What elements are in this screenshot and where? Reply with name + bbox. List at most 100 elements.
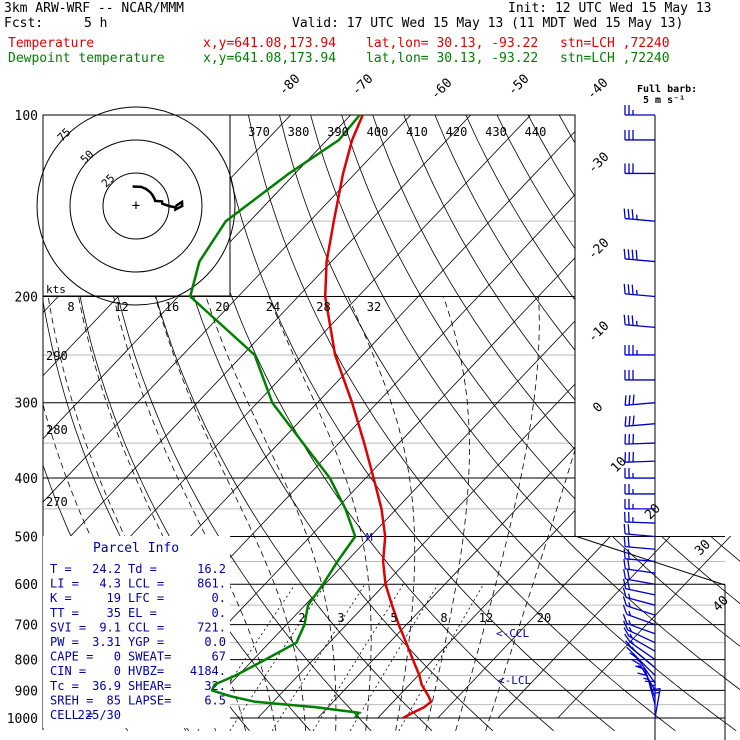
parcel-param-name: LI = [50,577,79,591]
wind-barb [625,640,656,669]
parcel-param-name: LAPSE= [128,693,171,707]
pressure-label-700: 700 [15,619,38,634]
wind-barb-staff [627,629,656,644]
parcel-param-value: 0. [212,606,226,620]
pressure-label-300: 300 [15,397,38,412]
dry-adiabat [589,115,740,732]
parcel-param-name: Tc = [50,679,79,693]
wind-barb-flag [623,314,626,325]
parcel-param-value: 0 [114,650,121,664]
isotherm-line [43,115,351,719]
wind-barb-staff [625,402,656,406]
wind-barb-flag [623,208,626,219]
wind-barb-staff [625,217,656,222]
wind-barb-flag [628,394,631,406]
wind-barb-staff [624,460,656,463]
temperature-profile [323,114,433,720]
wind-barb [622,604,656,626]
wind-barb-staff [625,423,656,427]
wind-barb [624,483,655,495]
wind-barb [623,314,656,329]
theta-e-label: 16 [165,300,179,314]
parcel-param-value: 19 [107,591,121,605]
isotherm-label: -70 [349,72,376,99]
isotherm-label: -40 [584,76,611,103]
theta-e-label: 20 [215,300,229,314]
theta-label: 380 [288,125,310,139]
legend-dewpoint: Dewpoint temperature [8,51,165,66]
wind-barb-flag [627,569,631,580]
parcel-param-name: YGP = [128,635,164,649]
dry-adiabat [185,115,554,732]
mixing-ratio-line [312,583,404,732]
hodograph-ring [69,139,203,273]
isotherm-label: -30 [585,150,612,177]
frame-lower-right [574,535,726,740]
wind-barb-half-flag [637,664,643,669]
wind-barb-flag [622,596,628,607]
wind-barb [624,498,655,510]
pressure-label-400: 400 [15,472,38,487]
wind-barb [623,523,656,538]
barb-legend-units: 5 m s⁻¹ [643,95,685,106]
parcel-param-value: 861. [197,577,226,591]
mixing-ratio-line [349,583,439,732]
moist-adiabat [113,296,277,731]
mixing-ratio-line [271,583,366,732]
wind-barb-flag [624,395,627,406]
wind-barb-half-flag [628,602,631,608]
wind-barb-staff [633,653,656,676]
wind-barb [624,369,655,381]
parcel-param-value: 24.2 [92,562,121,576]
wind-barb-flag [622,620,629,631]
isotherm-line [43,115,411,719]
isotherm-line [377,115,740,719]
wind-barb [623,569,656,585]
parcel-param-name: CIN = [50,664,86,678]
pressure-label-200: 200 [15,291,38,306]
wind-barb-flag [627,249,630,260]
isotherm-label: 0 [590,400,606,416]
wind-barb-flag [627,315,630,326]
wind-barb-staff [625,558,656,563]
parcel-param-name: T = [50,562,72,576]
hodograph-units: kts [46,283,66,296]
wind-barb-flag [627,549,630,560]
theta-e-label: 8 [67,300,74,314]
wind-barb-flag [623,569,627,580]
wind-barb [631,658,656,691]
parcel-param-name: TT = [50,606,79,620]
legend-dewpoint-stn: stn=LCH ,72240 [560,51,670,66]
wind-barbs [622,105,661,719]
wind-barb-staff [625,258,656,263]
wind-barb-staff [625,293,656,298]
wind-barb-half-flag [630,640,635,646]
dry-adiabat [248,115,676,732]
wind-barb [624,433,656,445]
wind-barb [622,596,656,616]
init-time: Init: 12 UTC Wed 15 May 13 [508,1,712,16]
wind-barb-flag [622,587,627,598]
barb-legend-title: Full barb: [637,84,697,95]
wind-barb-flag [631,249,634,260]
wind-barb-flag [623,548,626,559]
wind-barb [624,129,655,141]
parcel-param-value: 67 [212,650,226,664]
theta-label: 410 [406,125,428,139]
hodograph-center: + [132,198,140,214]
wind-barb-staff [625,588,656,596]
parcel-param-name: SVI = [50,620,86,634]
wind-barb-half-flag [631,646,636,652]
wind-barb-staff [631,647,656,669]
theta-e-label: 12 [114,300,128,314]
wind-barb-staff [637,658,656,684]
wind-barb [624,163,655,175]
parcel-param-name: PW = [50,635,79,649]
moist-adiabat [268,296,372,731]
wind-barb-flag [622,613,628,624]
parcel-param-value: 0 [114,664,121,678]
wind-barb [623,536,656,550]
theta-label: 430 [485,125,507,139]
theta-label: 290 [46,349,68,363]
